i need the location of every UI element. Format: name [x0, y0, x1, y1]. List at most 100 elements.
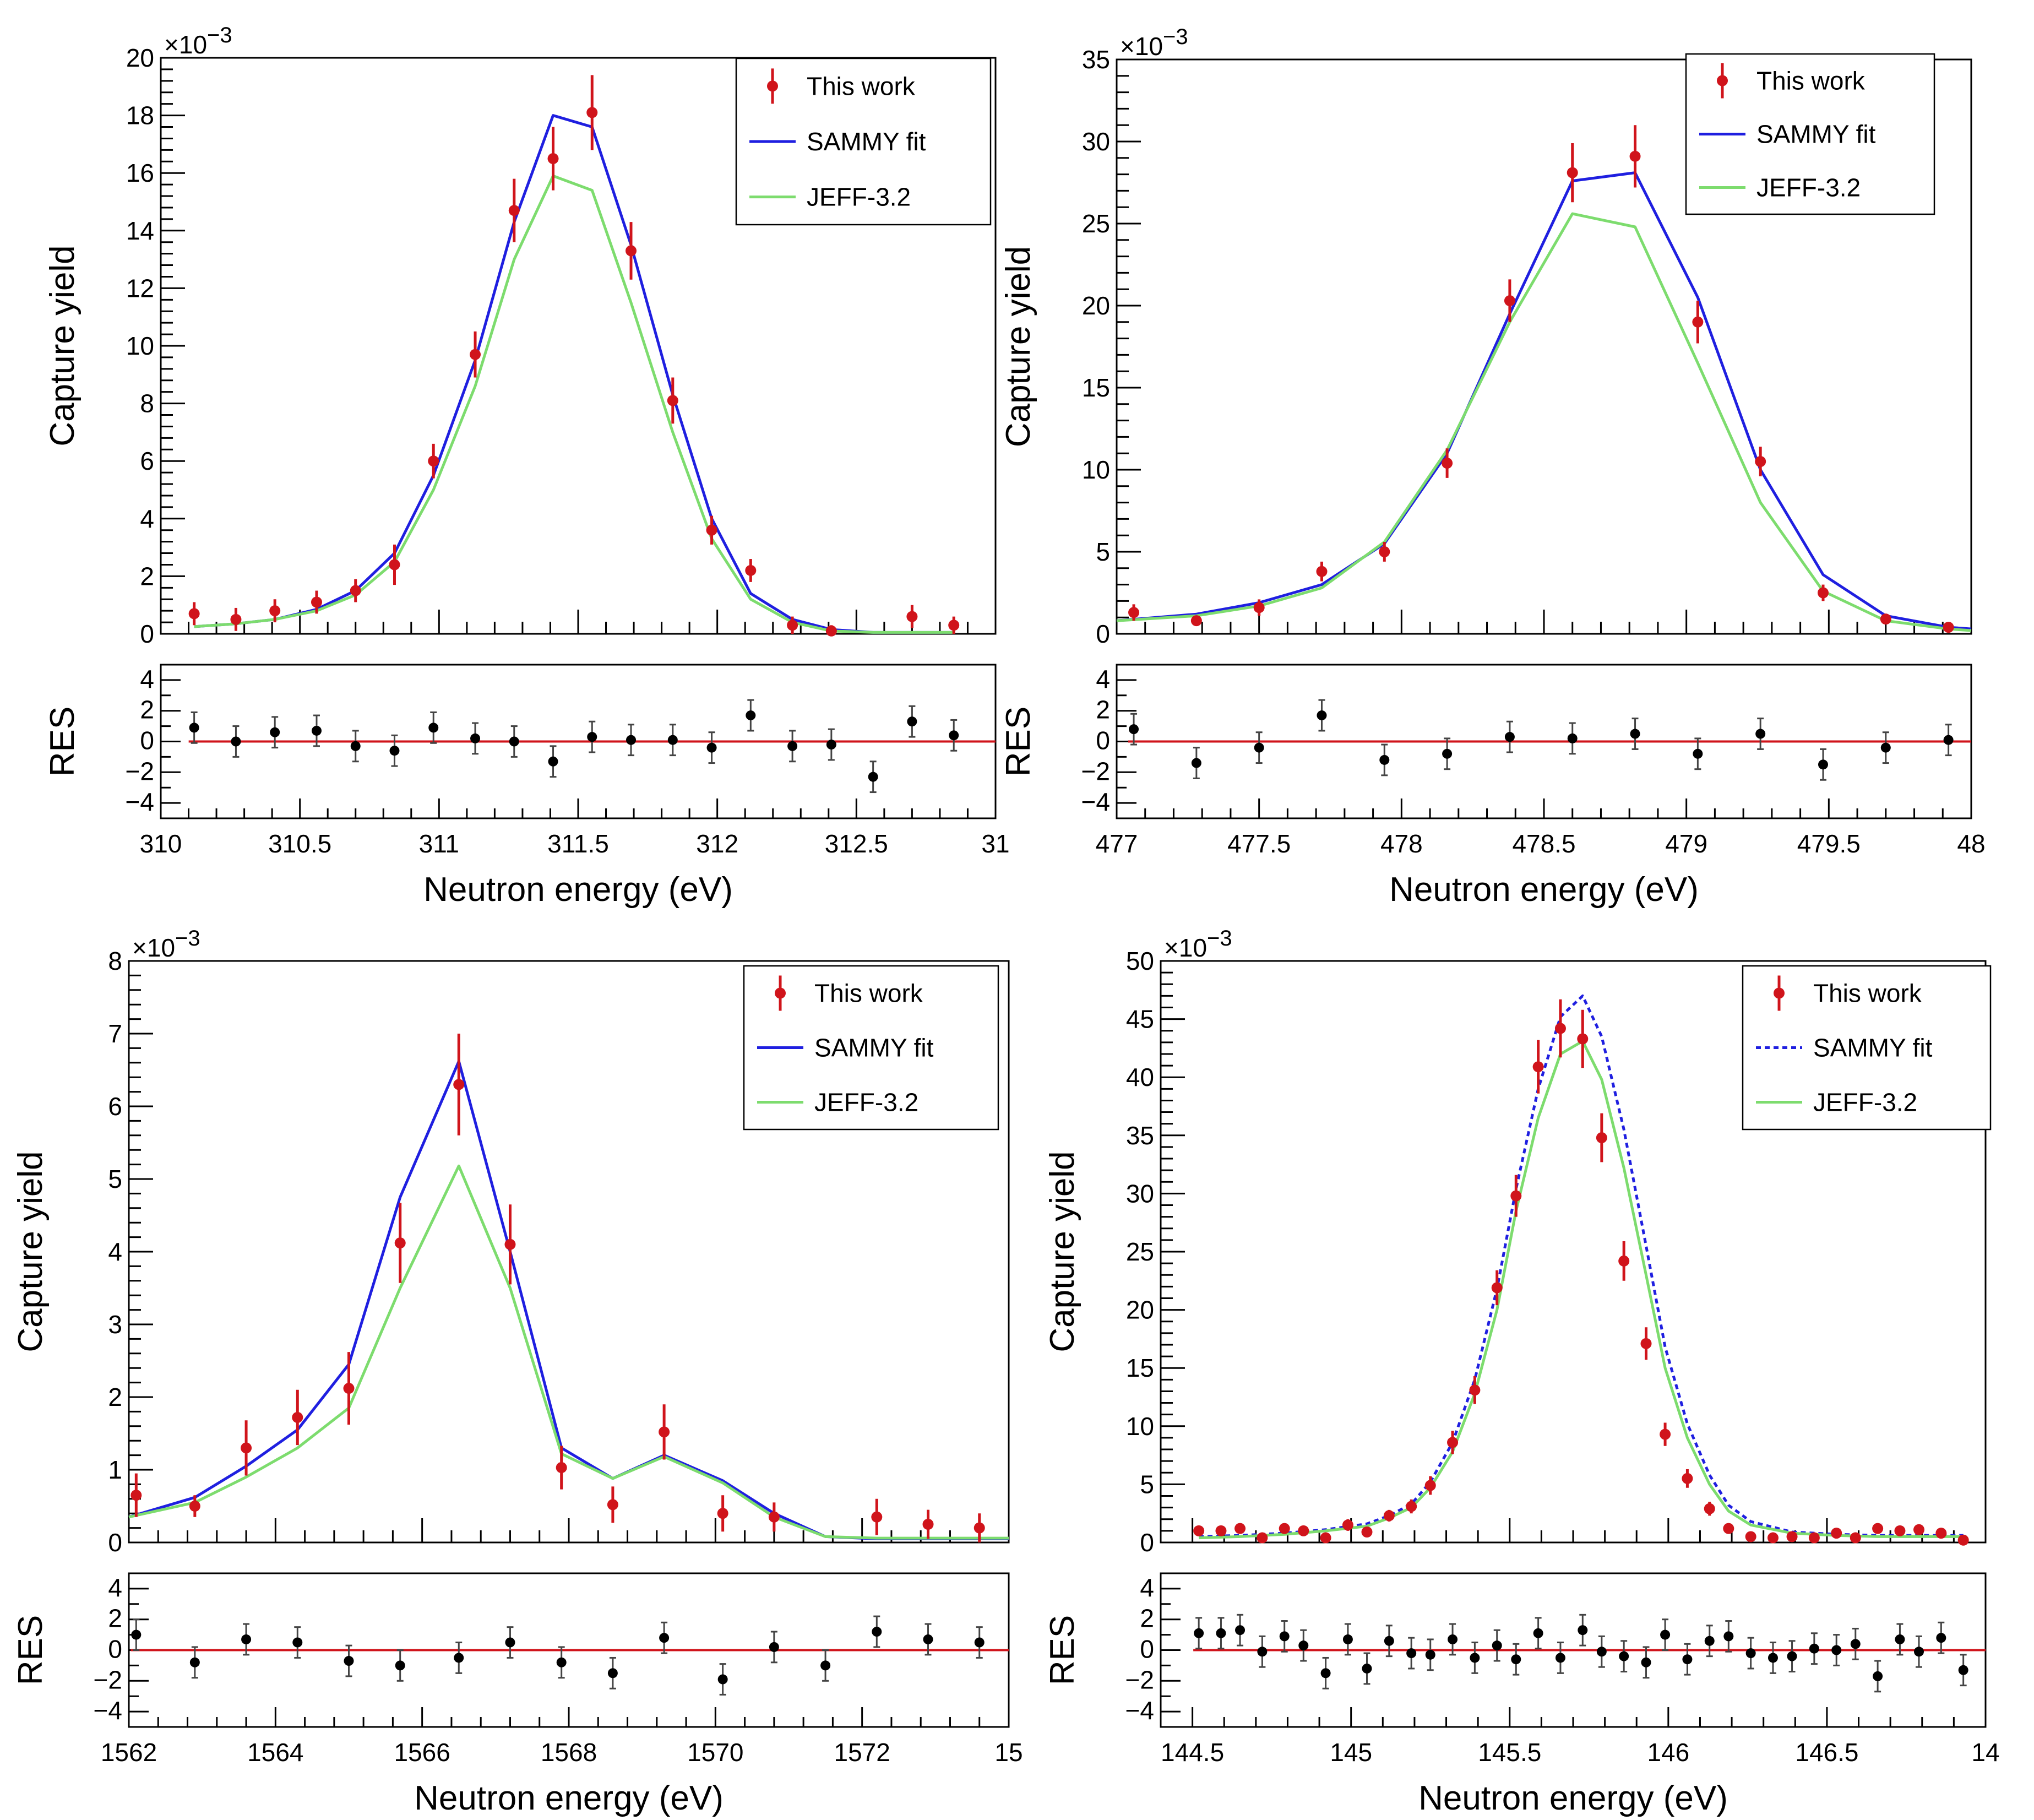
legend-label: SAMMY fit [1756, 120, 1876, 149]
residual-point [548, 756, 558, 767]
res-axis-title: RES [999, 707, 1037, 776]
data-point [1361, 1526, 1373, 1538]
data-point [1469, 1384, 1481, 1396]
legend-label: JEFF-3.2 [814, 1088, 918, 1117]
data-point [1447, 1437, 1459, 1448]
x-tick-label: 48 [1957, 829, 1985, 858]
data-point [1316, 566, 1328, 577]
series-line-sammy-fit [1199, 994, 1964, 1538]
legend-label: JEFF-3.2 [807, 183, 911, 211]
y-tick-label: 25 [1126, 1237, 1154, 1266]
res-y-tick-label: 2 [1096, 696, 1110, 724]
x-tick-label: 146 [1647, 1738, 1689, 1767]
data-point [1215, 1525, 1227, 1536]
y-tick-label: 45 [1126, 1005, 1154, 1034]
res-y-tick-label: −2 [126, 757, 154, 785]
res-y-tick-label: −2 [1125, 1665, 1154, 1694]
residual-point [826, 740, 836, 750]
x-tick-label: 479.5 [1797, 829, 1861, 858]
y-axis-title: Capture yield [12, 1151, 50, 1352]
res-y-tick-label: 2 [1140, 1604, 1154, 1633]
residual-point [454, 1653, 464, 1663]
y-tick-label: 35 [1082, 45, 1110, 74]
residual-point [131, 1629, 142, 1640]
y-multiplier: ×10−3 [164, 23, 232, 59]
x-axis-title: Neutron energy (eV) [1389, 871, 1699, 909]
data-point [1831, 1528, 1842, 1539]
y-tick-label: 0 [1140, 1528, 1154, 1557]
data-point [1193, 1525, 1205, 1536]
series-this-work [1193, 999, 1969, 1546]
residual-point [1257, 1647, 1268, 1657]
residual-point [1216, 1628, 1226, 1638]
legend-label: SAMMY fit [807, 127, 926, 156]
residual-point [1958, 1665, 1968, 1675]
data-point [1692, 316, 1704, 328]
res-axis-title: RES [43, 707, 81, 776]
y-tick-label: 40 [1126, 1063, 1154, 1091]
residual-point [1704, 1636, 1715, 1646]
y-tick-label: 30 [1126, 1179, 1154, 1208]
data-point [1596, 1132, 1607, 1144]
res-y-tick-label: 0 [140, 726, 154, 755]
residual-point [820, 1660, 831, 1671]
y-tick-label: 8 [140, 389, 154, 418]
res-axis-title: RES [12, 1615, 50, 1685]
data-point [1894, 1525, 1906, 1536]
y-tick-label: 8 [108, 947, 122, 975]
residual-point [344, 1656, 354, 1666]
residual-point [659, 1633, 670, 1643]
data-point [130, 1490, 142, 1501]
residual-point [1448, 1634, 1458, 1644]
x-tick-label: 145.5 [1478, 1738, 1541, 1767]
series-line-sammy-fit [194, 114, 954, 634]
residual-point [1578, 1625, 1588, 1636]
residual-point [1235, 1625, 1246, 1636]
x-axis-title: Neutron energy (eV) [1418, 1779, 1728, 1817]
y-tick-label: 10 [126, 332, 154, 360]
residual-point [1194, 1628, 1204, 1638]
residual-point [1298, 1640, 1309, 1651]
res-y-tick-label: 4 [1140, 1573, 1154, 1602]
residual-point [1682, 1654, 1693, 1665]
series-line-jeff-3-2 [1116, 212, 1972, 632]
y-tick-label: 4 [140, 504, 154, 533]
data-point [871, 1511, 883, 1523]
data-point [1957, 1534, 1969, 1546]
residual-point [1596, 1647, 1607, 1657]
residual-point [1619, 1651, 1629, 1661]
residual-point [1511, 1654, 1521, 1665]
res-y-tick-label: 4 [140, 665, 154, 693]
main-panel: 0 5 10 15 20 25 30 35 40 45 50 ×10−3 Capture yield Th… [1043, 926, 1992, 1557]
residual-points [1194, 1613, 1968, 1693]
res-axis-title: RES [1043, 1615, 1081, 1685]
y-multiplier: ×10−3 [1164, 926, 1232, 962]
data-point [825, 625, 837, 637]
res-y-tick-label: 2 [140, 696, 154, 724]
res-y-tick-label: 0 [1140, 1635, 1154, 1664]
residual-points [131, 1615, 985, 1696]
x-tick-label: 14 [1971, 1738, 1999, 1767]
y-tick-label: 3 [108, 1310, 122, 1339]
data-point [1850, 1532, 1861, 1544]
main-panel: 0 1 2 3 4 5 6 7 8 ×10−3 Capture yield This work SAMM… [12, 926, 1010, 1557]
y-axis-title: Capture yield [43, 245, 81, 446]
res-y-tick-label: 0 [1096, 726, 1110, 755]
x-tick-label: 478 [1380, 829, 1423, 858]
residual-point [1873, 1671, 1883, 1681]
residual-point [1379, 754, 1390, 765]
residual-point [1745, 1648, 1756, 1659]
data-point [1379, 546, 1390, 557]
x-tick-label: 15 [994, 1738, 1023, 1767]
x-tick-label: 144.5 [1161, 1738, 1224, 1767]
data-point [1755, 456, 1766, 468]
legend-label: This work [807, 72, 916, 100]
data-point [504, 1238, 516, 1250]
residual-point [1320, 1668, 1331, 1678]
x-tick-label: 478.5 [1512, 829, 1575, 858]
residual-point [923, 1634, 933, 1644]
